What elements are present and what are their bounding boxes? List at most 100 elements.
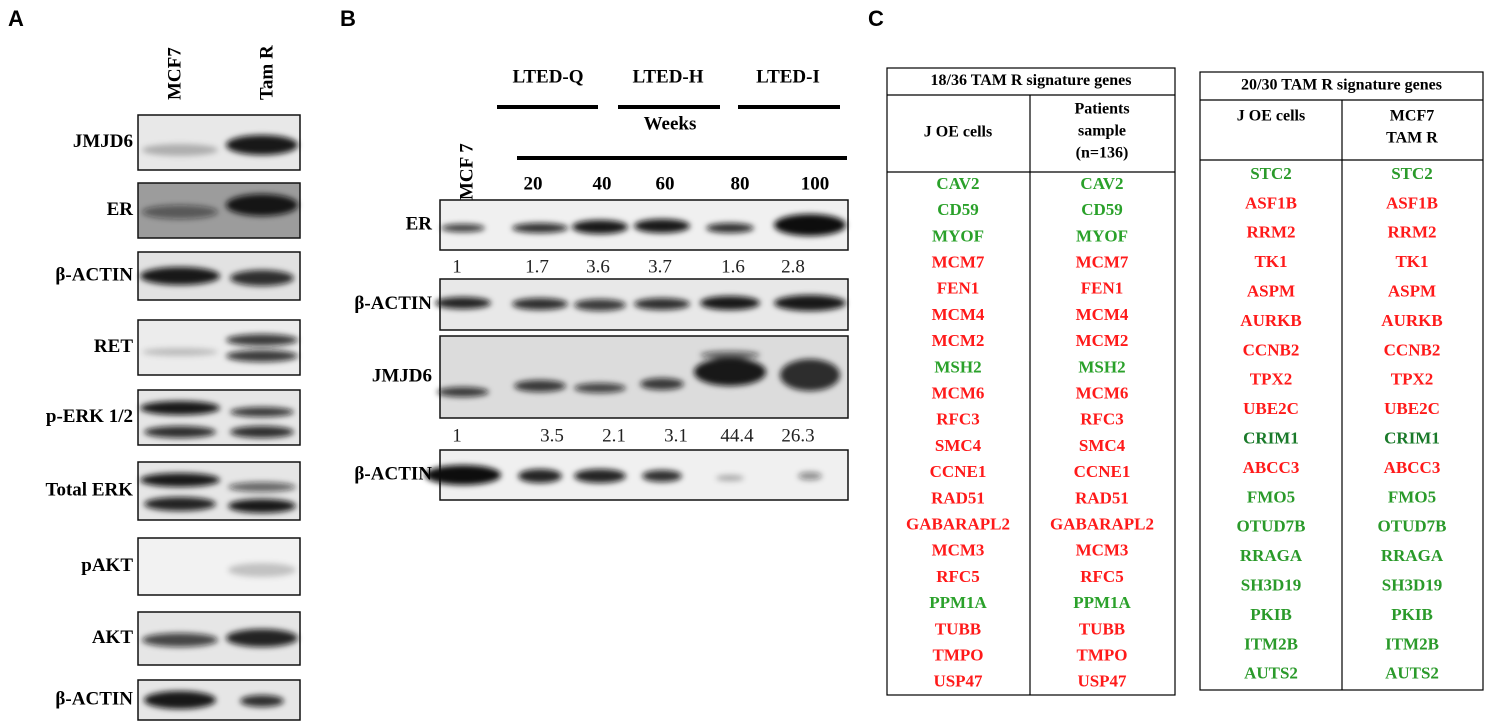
blot-label: β-ACTIN xyxy=(55,688,133,709)
gene-name: UBE2C xyxy=(1243,399,1299,418)
blot-bands xyxy=(435,295,846,311)
blot-membrane xyxy=(137,319,301,376)
quantification: 1 xyxy=(452,256,462,277)
blot xyxy=(137,114,301,171)
gene-name: TUBB xyxy=(935,619,981,638)
gene-name: RFC5 xyxy=(1080,567,1123,586)
band xyxy=(574,383,626,393)
band xyxy=(144,426,216,438)
gene-name: FEN1 xyxy=(1081,279,1124,298)
band xyxy=(226,334,298,346)
gene-name: UBE2C xyxy=(1384,399,1440,418)
gene-name: CAV2 xyxy=(1080,174,1123,193)
band xyxy=(142,633,218,647)
band xyxy=(774,214,846,236)
blot-bands xyxy=(142,194,298,219)
panel-label: B xyxy=(340,6,356,31)
gene-name: FEN1 xyxy=(937,279,980,298)
band xyxy=(142,348,218,356)
gene-name: TK1 xyxy=(1254,252,1287,271)
gene-name: ABCC3 xyxy=(1384,458,1441,477)
gene-name: PPM1A xyxy=(1073,593,1131,612)
gene-name: CCNE1 xyxy=(1074,462,1131,481)
gene-name: RFC5 xyxy=(936,567,979,586)
band xyxy=(142,144,218,156)
blot xyxy=(137,537,301,596)
band xyxy=(716,475,744,481)
gene-name: STC2 xyxy=(1250,164,1292,183)
band xyxy=(441,224,485,232)
band xyxy=(228,482,296,492)
quantification: 3.1 xyxy=(664,425,688,446)
blot-label: Total ERK xyxy=(46,479,134,500)
band xyxy=(512,223,568,233)
band xyxy=(634,219,690,233)
group-label: LTED-Q xyxy=(512,66,583,87)
gene-name: CAV2 xyxy=(936,174,979,193)
blot-label: β-ACTIN xyxy=(354,463,432,484)
gene-name: RRAGA xyxy=(1240,546,1303,565)
gene-name: TPX2 xyxy=(1250,370,1293,389)
group-label: LTED-H xyxy=(632,66,703,87)
lane-label: Tam R xyxy=(256,45,277,100)
blot-bands xyxy=(140,401,294,438)
blot xyxy=(437,335,849,419)
column-header: (n=136) xyxy=(1076,145,1129,162)
gene-name: CCNB2 xyxy=(1243,340,1300,359)
quantification: 3.6 xyxy=(586,256,610,277)
gene-name: AURKB xyxy=(1240,311,1301,330)
gene-name: CD59 xyxy=(1081,200,1123,219)
band xyxy=(140,473,220,487)
blot-bands xyxy=(441,214,846,236)
quantification: 26.3 xyxy=(781,425,814,446)
blot-bands xyxy=(425,465,822,485)
quantification: 3.5 xyxy=(540,425,564,446)
gene-name: RFC3 xyxy=(936,410,979,429)
column-header: Patients xyxy=(1074,101,1129,118)
lane-label: MCF 7 xyxy=(456,143,477,200)
gene-name: RRM2 xyxy=(1387,223,1436,242)
gene-name: TMPO xyxy=(933,646,984,665)
gene-name: TPX2 xyxy=(1391,370,1434,389)
table-border xyxy=(886,67,1176,696)
gene-name: MCM2 xyxy=(1076,331,1129,350)
gene-name: CRIM1 xyxy=(1384,429,1440,448)
gene-name: MCM4 xyxy=(932,305,985,324)
band xyxy=(774,295,846,311)
column-header: TAM R xyxy=(1386,130,1438,147)
gene-name: AUTS2 xyxy=(1385,664,1439,683)
gene-name: MSH2 xyxy=(1078,357,1125,376)
gene-name: MSH2 xyxy=(934,357,981,376)
band xyxy=(706,223,754,233)
panel-label: A xyxy=(8,6,24,31)
gene-name: ASPM xyxy=(1247,282,1295,301)
blot xyxy=(137,182,301,239)
gene-name: SH3D19 xyxy=(1241,576,1301,595)
gene-name: CRIM1 xyxy=(1243,429,1299,448)
band xyxy=(140,267,220,285)
band xyxy=(437,387,489,397)
band xyxy=(144,691,216,709)
band xyxy=(425,465,501,485)
gene-name: TUBB xyxy=(1079,619,1125,638)
blot xyxy=(137,461,301,521)
gene-name: ITM2B xyxy=(1244,634,1298,653)
gene-name: TK1 xyxy=(1395,252,1428,271)
gene-name: MCM4 xyxy=(1076,305,1129,324)
gene-name: CCNE1 xyxy=(930,462,987,481)
week-label: 40 xyxy=(593,173,612,194)
band xyxy=(574,469,626,483)
gene-name: CD59 xyxy=(937,200,979,219)
week-label: 60 xyxy=(656,173,675,194)
gene-name: RRM2 xyxy=(1246,223,1295,242)
week-label: 100 xyxy=(801,173,830,194)
blot-bands xyxy=(140,267,294,286)
blot-label: ER xyxy=(107,199,134,220)
band xyxy=(642,470,682,482)
gene-name: STC2 xyxy=(1391,164,1433,183)
blot xyxy=(439,199,849,251)
blot xyxy=(137,251,301,301)
blot-label: AKT xyxy=(92,627,134,648)
gene-name: SH3D19 xyxy=(1382,576,1442,595)
column-header: J OE cells xyxy=(1237,108,1305,125)
